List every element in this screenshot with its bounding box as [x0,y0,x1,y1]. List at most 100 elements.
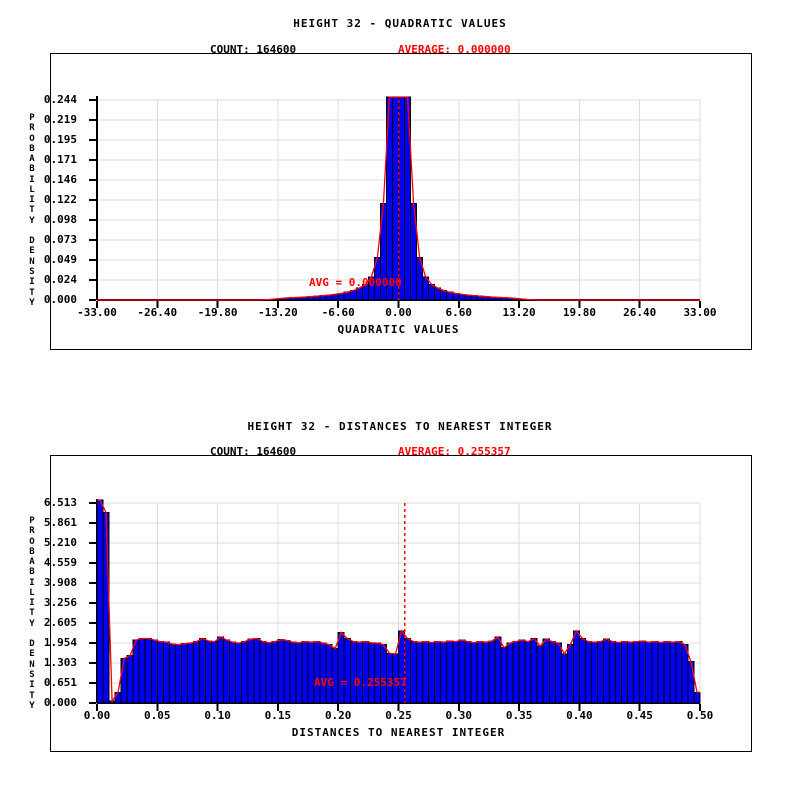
y-tick-label: 0.219 [43,113,77,126]
y-axis-title-letter: A [29,154,35,165]
x-axis-title: QUADRATIC VALUES [337,323,460,336]
x-tick-label: 13.20 [502,306,536,319]
y-axis-title-letter: N [29,659,35,670]
y-axis-title-letter: O [29,133,35,144]
y-tick-label: 1.303 [43,656,77,669]
y-axis-title-letter: B [29,164,35,175]
y-axis-title-letter: T [29,287,35,298]
x-tick-label: 19.80 [562,306,596,319]
y-tick-label: 0.098 [43,213,77,226]
x-tick-label: 0.50 [686,709,714,722]
y-axis-title-letter: O [29,536,35,547]
y-axis-title-letter: P [29,516,35,526]
plot-area [89,96,701,308]
y-axis-title-letter: I [29,277,35,288]
y-axis-title-letter: P [29,113,35,123]
y-axis-title-letter: D [29,639,35,650]
y-axis-title-letter: S [29,266,35,277]
x-tick-label: 6.60 [445,306,473,319]
x-tick-label: 0.30 [445,709,473,722]
chart-frame [50,455,752,752]
y-axis-title-letter: I [29,577,35,588]
chart-frame [50,53,752,350]
density-outline [97,499,700,704]
y-tick-label: 4.559 [43,556,77,569]
histogram-bars [96,499,701,704]
y-axis-title-letter: T [29,690,35,701]
y-tick-label: 1.954 [43,636,77,649]
y-axis-title-letter: Y [29,700,35,711]
y-axis-title-letter: Y [29,215,35,226]
y-tick-label: 0.024 [43,273,77,286]
x-tick-label: 0.00 [83,709,111,722]
x-tick-label: -6.60 [321,306,355,319]
x-tick-label: 26.40 [623,306,657,319]
x-tick-label: 0.25 [385,709,412,722]
y-axis-title-letter: E [29,246,35,257]
y-axis-title-letter: Y [29,297,35,308]
x-tick-label: 0.05 [144,709,171,722]
average-label: AVERAGE: 0.255357 [398,445,511,458]
y-axis-title-letter: R [29,526,35,537]
y-axis-title-letter: B [29,546,35,557]
chart-title: HEIGHT 32 - DISTANCES TO NEAREST INTEGER [247,420,553,433]
y-tick-label: 5.861 [43,516,77,529]
y-axis-title-letter: T [29,205,35,216]
x-tick-label: 33.00 [683,306,717,319]
axis-ticks [89,99,701,308]
average-label: AVERAGE: 0.000000 [398,43,511,56]
y-tick-label: 0.000 [43,696,77,709]
y-axis-title-letter: R [29,123,35,134]
x-tick-label: 0.35 [505,709,533,722]
x-tick-label: 0.00 [385,306,412,319]
y-tick-label: 0.073 [43,233,77,246]
y-tick-label: 6.513 [43,496,77,509]
x-axis-title: DISTANCES TO NEAREST INTEGER [291,726,506,739]
y-tick-label: 0.000 [43,293,77,306]
x-tick-label: -19.80 [197,306,238,319]
y-axis-title-letter: S [29,669,35,680]
x-tick-label: 0.20 [324,709,352,722]
y-tick-label: 3.256 [43,596,77,609]
plot-area [89,499,701,711]
x-tick-label: -33.00 [77,306,117,319]
y-axis-title-letter: T [29,608,35,619]
avg-annotation: AVG = 0.255357 [314,676,407,689]
y-tick-label: 0.171 [43,153,77,166]
y-axis-title-letter: E [29,649,35,660]
y-tick-label: 2.605 [43,616,77,629]
y-axis-title-letter: Y [29,618,35,629]
x-tick-label: 0.40 [566,709,593,722]
x-tick-label: -13.20 [258,306,298,319]
y-axis-title-letter: N [29,256,35,267]
avg-annotation: AVG = 0.000000 [309,276,402,289]
y-axis-title-letter: I [29,598,35,609]
y-tick-label: 0.651 [43,676,77,689]
y-axis-title-letter: L [29,587,35,598]
y-tick-label: 3.908 [43,576,77,589]
count-label: COUNT: 164600 [210,445,297,458]
y-axis-title-letter: I [29,680,35,691]
y-tick-label: 0.244 [43,93,77,106]
y-axis-title-letter: B [29,567,35,578]
count-label: COUNT: 164600 [210,43,297,56]
x-tick-label: 0.15 [264,709,292,722]
y-tick-label: 0.195 [43,133,77,146]
y-axis-title-letter: B [29,143,35,154]
y-axis-title-letter: D [29,236,35,247]
axis-ticks [89,502,701,711]
y-axis-title-letter: A [29,557,35,568]
chart-title: HEIGHT 32 - QUADRATIC VALUES [293,17,507,30]
x-tick-label: -26.40 [137,306,178,319]
y-axis-title-letter: L [29,184,35,195]
y-tick-label: 0.049 [43,253,77,266]
x-tick-label: 0.45 [626,709,653,722]
y-tick-label: 0.122 [43,193,77,206]
y-tick-label: 5.210 [43,536,77,549]
density-outline [97,96,700,301]
y-axis-title-letter: I [29,195,35,206]
